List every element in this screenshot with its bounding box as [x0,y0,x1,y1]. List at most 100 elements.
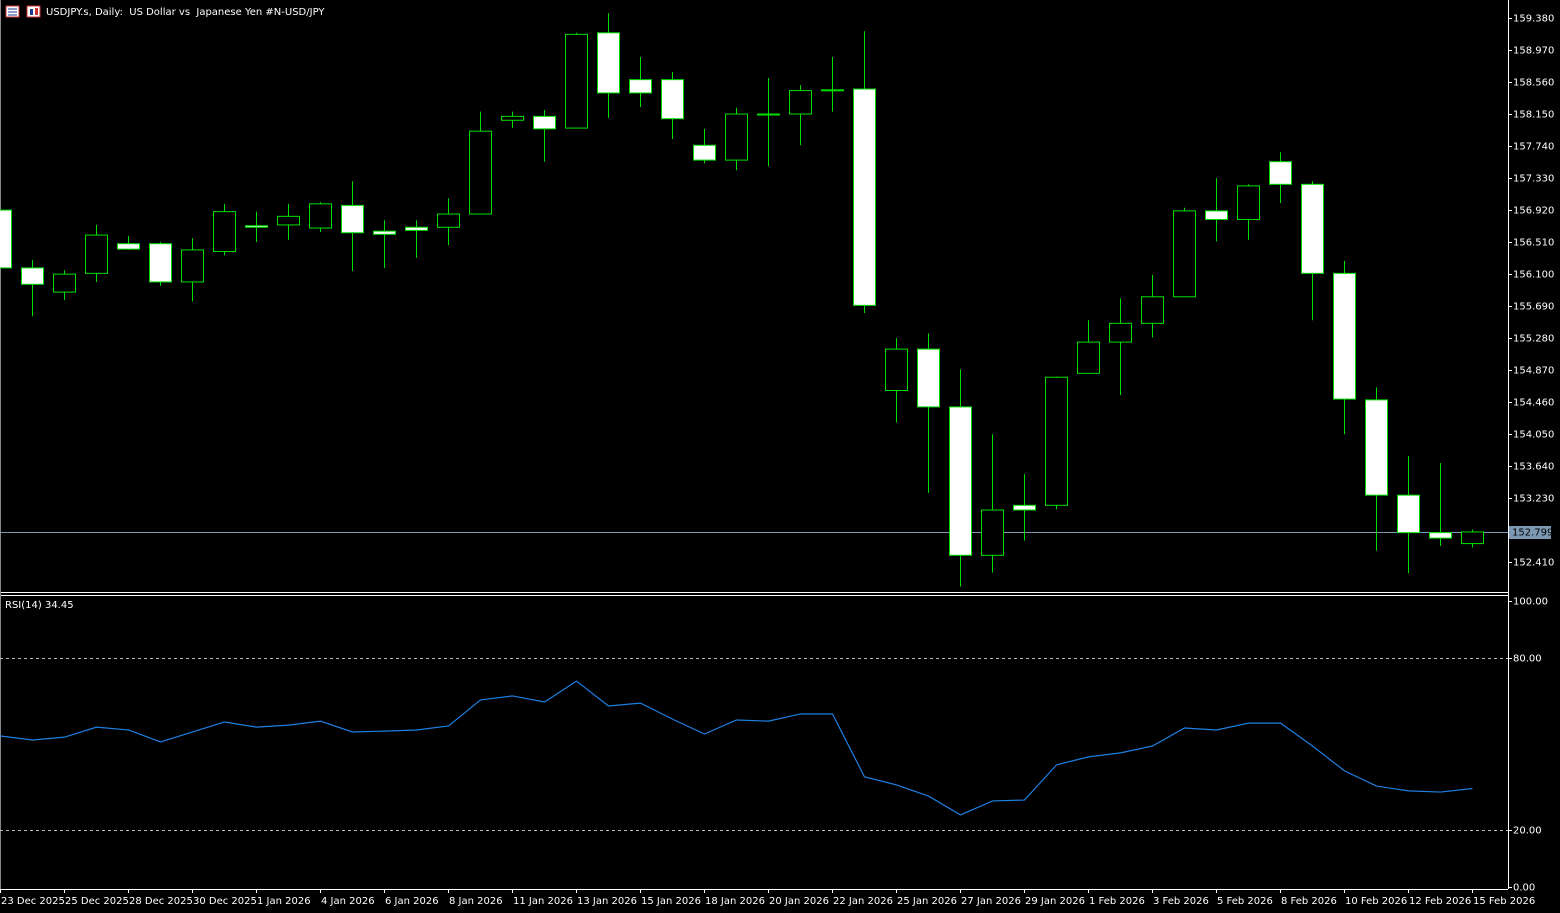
candle-body [1045,376,1068,506]
candle-body [1429,532,1452,539]
candle-body [917,348,940,408]
x-tick-label: 6 Jan 2026 [385,896,439,907]
x-tick-label: 10 Feb 2026 [1345,896,1407,907]
candle-body [501,115,524,121]
candle-body [949,406,972,556]
candle-body [0,209,12,269]
rsi-line [0,680,1473,816]
candle-body [533,115,556,130]
x-tick-label: 3 Feb 2026 [1153,896,1209,907]
candle-body [1461,531,1484,545]
candle-body [597,32,620,94]
header-icons [5,5,41,18]
y-tick-label: 158.970 [1513,46,1554,57]
y-tick-label: 0.00 [1513,883,1535,894]
x-tick-label: 25 Dec 2025 [65,896,129,907]
y-tick-label: 155.280 [1513,334,1554,345]
icon [30,9,33,15]
candle-body [821,89,844,92]
y-tick-label: 154.050 [1513,430,1554,441]
candle-body [53,273,76,293]
candle-body [181,249,204,283]
y-tick-label: 159.380 [1513,14,1554,25]
x-tick-label: 15 Jan 2026 [641,896,701,907]
candle-body [1141,296,1164,324]
y-tick-label: 158.150 [1513,110,1554,121]
axes: 159.380 158.970 158.560 158.150 157.740 157.3… [0,14,1554,907]
y-tick-label: 154.870 [1513,366,1554,377]
x-tick-label: 20 Jan 2026 [769,896,829,907]
x-tick-label: 8 Jan 2026 [449,896,503,907]
y-tick-label: 154.460 [1513,398,1554,409]
rsi-pane [0,658,1508,831]
candle-body [757,113,780,116]
y-tick-label: 152.410 [1513,558,1554,569]
y-tick-label: 100.00 [1513,597,1548,608]
candle-body [341,204,364,234]
x-tick-label: 22 Jan 2026 [833,896,893,907]
candle-body [1365,399,1388,496]
candle-body [1333,272,1356,400]
x-tick-label: 8 Feb 2026 [1281,896,1337,907]
indicator-title: RSI(14) 34.45 [5,600,74,611]
x-tick-label: 5 Feb 2026 [1217,896,1273,907]
y-tick-label: 155.690 [1513,302,1554,313]
candle-body [1205,210,1228,220]
x-tick-label: 29 Jan 2026 [1025,896,1085,907]
y-tick-label: 153.230 [1513,494,1554,505]
x-tick-label: 12 Feb 2026 [1409,896,1471,907]
candle-body [21,267,44,285]
candle-body [245,225,268,228]
candle-body [661,79,684,120]
y-tick-label: 158.560 [1513,78,1554,89]
x-tick-label: 1 Feb 2026 [1089,896,1145,907]
y-tick-label: 156.510 [1513,238,1554,249]
candle-body [373,230,396,235]
x-tick-label: 27 Jan 2026 [961,896,1021,907]
current-price-box [1509,526,1551,539]
candle-body [1269,161,1292,185]
x-tick-label: 30 Dec 2025 [193,896,257,907]
candle-body [1077,341,1100,374]
y-tick-label: 80.00 [1513,654,1542,665]
candle-body [1397,494,1420,534]
y-tick-label: 157.330 [1513,174,1554,185]
candle-body [1237,185,1260,220]
chart-title: USDJPY.s, Daily: US Dollar vs Japanese Y… [46,7,325,18]
candle-body [1173,210,1196,298]
price-pane [0,13,1508,587]
candle-body [85,234,108,274]
candle-body [277,215,300,226]
candle-body [437,213,460,228]
candle-body [1109,322,1132,343]
candle-body [149,243,172,283]
y-tick-label: 157.740 [1513,142,1554,153]
x-tick-label: 28 Dec 2025 [129,896,193,907]
candle-body [405,226,428,231]
candle-body [469,130,492,215]
candle-body [1301,183,1324,274]
x-tick-label: 13 Jan 2026 [577,896,637,907]
y-tick-label: 153.640 [1513,462,1554,473]
candle-body [693,144,716,161]
y-tick-label: 20.00 [1513,826,1542,837]
candle-body [629,79,652,94]
candle-body [213,211,236,252]
y-tick-label: 156.100 [1513,270,1554,281]
x-tick-label: 15 Feb 2026 [1473,896,1535,907]
candle-body [885,348,908,392]
icon [35,8,38,15]
x-tick-label: 11 Jan 2026 [513,896,573,907]
candle-body [789,90,812,115]
candle-body [565,33,588,129]
candle-body [309,203,332,229]
candle-body [117,243,140,250]
x-tick-label: 1 Jan 2026 [257,896,311,907]
x-tick-label: 23 Dec 2025 [1,896,65,907]
current-price-label: 152.799 [1512,528,1553,539]
x-tick-label: 18 Jan 2026 [705,896,765,907]
x-tick-label: 4 Jan 2026 [321,896,375,907]
